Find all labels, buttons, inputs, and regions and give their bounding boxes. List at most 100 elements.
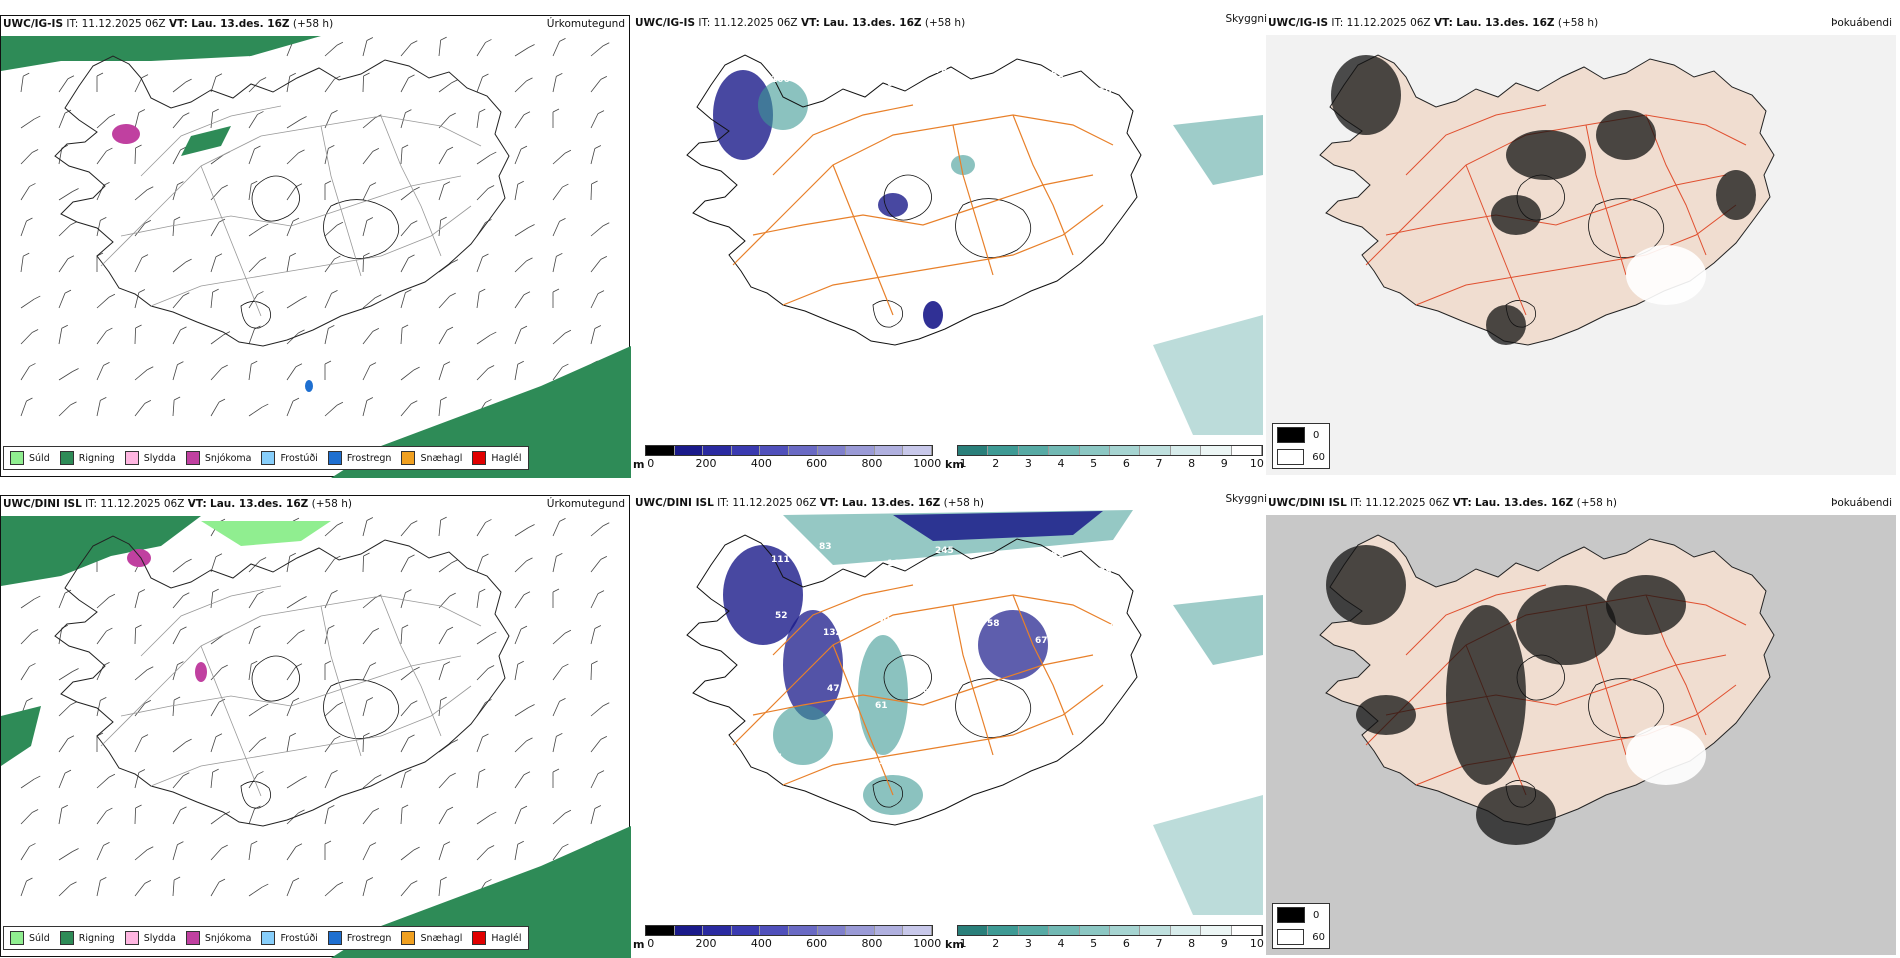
lead-time: (+58 h)	[943, 497, 984, 509]
visibility-value-label: 206	[927, 774, 946, 784]
precip-legend-item: Haglél	[472, 451, 522, 465]
visibility-value-label: 458	[983, 563, 1002, 573]
visibility-value-label: 18	[775, 131, 788, 141]
legend-label: Snæhagl	[420, 932, 463, 944]
visibility-value-label: 93	[983, 83, 996, 93]
precip-legend-item: Súld	[10, 931, 50, 945]
vt-label: VT:	[187, 498, 207, 510]
legend-swatch	[10, 451, 24, 465]
legend-label: Snjókoma	[204, 452, 252, 464]
fog-legend-low: 0	[1313, 909, 1320, 921]
colorbar-tick: 600	[806, 457, 828, 470]
colorbar-tick: 9	[1220, 457, 1228, 470]
map-fog-bottom	[1266, 515, 1896, 955]
legend-swatch	[185, 931, 200, 945]
legend-label: Haglél	[491, 452, 522, 464]
visibility-value-label: 11	[1091, 765, 1104, 775]
colorbar-tick: 4	[1057, 457, 1065, 470]
map-visibility-top: 456 106 72 67 78 93 81 50 53 18 47	[686, 54, 1263, 435]
lead-time: (+58 h)	[924, 17, 966, 29]
legend-label: Súld	[29, 932, 50, 944]
precip-legend-item: Snæhagl	[401, 451, 462, 465]
visibility-value-label: 52	[775, 611, 788, 621]
colorbar-unit: m	[633, 938, 645, 951]
panel-visibility-bottom: 114 111 83 162 245 458 61 78 49 52 132 140 128 58 67 10…	[633, 493, 1267, 957]
fog-legend-low: 0	[1313, 429, 1320, 441]
colorbar-tick: 0	[647, 937, 655, 950]
map-visibility-bottom: 114 111 83 162 245 458 61 78 49 52 132 140 128 58 67 10…	[686, 510, 1263, 915]
visibility-value-label: 111	[771, 555, 790, 565]
precip-legend: Súld Rigning Slydda Snjókoma Frostúði Frostre…	[3, 926, 529, 950]
visibility-value-label: 49	[707, 624, 720, 634]
visibility-value-label: 48	[759, 697, 772, 707]
colorbar-tick: 0	[647, 457, 655, 470]
colorbar-tick: 10	[1249, 457, 1264, 470]
precip-legend-item: Rigning	[59, 931, 115, 945]
legend-swatch	[124, 451, 139, 465]
colorbar-tick: 6	[1122, 457, 1130, 470]
legend-label: Frostregn	[346, 932, 392, 944]
colorbar-tick: 9	[1220, 937, 1228, 950]
vt-value: Lau. 13.des. 16Z	[1456, 17, 1555, 29]
it-value: 11.12.2025 06Z	[1346, 17, 1431, 29]
visibility-value-label: 114	[703, 538, 722, 548]
colorbar-tick: 3	[1024, 457, 1032, 470]
fog-legend: 0 60	[1272, 903, 1330, 949]
model-name: UWC/DINI ISL	[1268, 497, 1347, 509]
legend-label: Frostúði	[280, 452, 318, 464]
visibility-value-label: 147	[763, 753, 782, 763]
visibility-value-label: 78	[1099, 567, 1112, 577]
fog-legend-high: 60	[1312, 931, 1325, 943]
colorbar-tick: 7	[1155, 457, 1163, 470]
legend-label: Haglél	[491, 932, 522, 944]
lead-time: (+58 h)	[311, 498, 352, 510]
panel-header: UWC/IG-IS IT: 11.12.2025 06Z VT: Lau. 13…	[3, 18, 627, 36]
visibility-value-label: 53	[707, 144, 720, 154]
legend-label: Snæhagl	[420, 452, 463, 464]
precip-legend-item: Frostregn	[327, 451, 392, 465]
precip-legend-item: Slydda	[124, 931, 176, 945]
model-name: UWC/DINI ISL	[3, 498, 82, 510]
it-value: 11.12.2025 06Z	[713, 17, 798, 29]
visibility-value-label: 245	[935, 546, 954, 556]
model-name: UWC/IG-IS	[1268, 17, 1329, 29]
legend-label: Slydda	[143, 452, 176, 464]
precip-legend-item: Snjókoma	[185, 931, 251, 945]
precip-legend: Súld Rigning Slydda Snjókoma Frostúði Frostre…	[3, 446, 529, 470]
colorbar-tick: 10	[1249, 937, 1264, 950]
lead-time: (+58 h)	[1557, 17, 1599, 29]
precip-legend-item: Súld	[10, 451, 50, 465]
model-name: UWC/IG-IS	[3, 18, 64, 30]
visibility-value-label: 81	[1051, 70, 1064, 80]
visibility-value-label: 128	[939, 632, 958, 642]
visibility-value-label: 132	[823, 628, 842, 638]
visibility-value-label: 162	[887, 559, 906, 569]
vt-label: VT:	[819, 497, 839, 509]
panel-header: UWC/DINI ISL IT: 11.12.2025 06Z VT: Lau.…	[635, 493, 1267, 515]
visibility-value-label: 97	[879, 757, 892, 767]
visibility-value-label: 72	[819, 62, 832, 72]
colorbar-tick: 400	[750, 457, 772, 470]
panel-title: Úrkomutegund	[546, 18, 625, 30]
colorbar-unit: km	[945, 938, 964, 951]
colorbar-unit: m	[633, 458, 645, 471]
visibility-value-label: 58	[987, 619, 1000, 629]
visibility-value-label: 45	[991, 705, 1004, 715]
vt-label: VT:	[800, 17, 820, 29]
legend-swatch	[261, 451, 276, 465]
legend-swatch	[124, 931, 139, 945]
visibility-value-label: 456	[703, 58, 722, 68]
map-precip-top	[1, 36, 631, 478]
vt-value: Lau. 13.des. 16Z	[191, 18, 290, 30]
it-label: IT:	[85, 498, 98, 510]
colorbar-tick: 1000	[913, 457, 942, 470]
panel-header: UWC/DINI ISL IT: 11.12.2025 06Z VT: Lau.…	[3, 498, 627, 516]
it-value: 11.12.2025 06Z	[81, 18, 166, 30]
vt-label: VT:	[1452, 497, 1472, 509]
map-precip-bottom	[1, 516, 631, 958]
legend-label: Frostregn	[346, 452, 392, 464]
colorbar-tick: 4	[1057, 937, 1065, 950]
colorbar-tick: 200	[695, 937, 717, 950]
ceiling-colorbar: m 0 200 400 600 800 1000	[633, 445, 941, 471]
precip-legend-item: Haglél	[472, 931, 522, 945]
